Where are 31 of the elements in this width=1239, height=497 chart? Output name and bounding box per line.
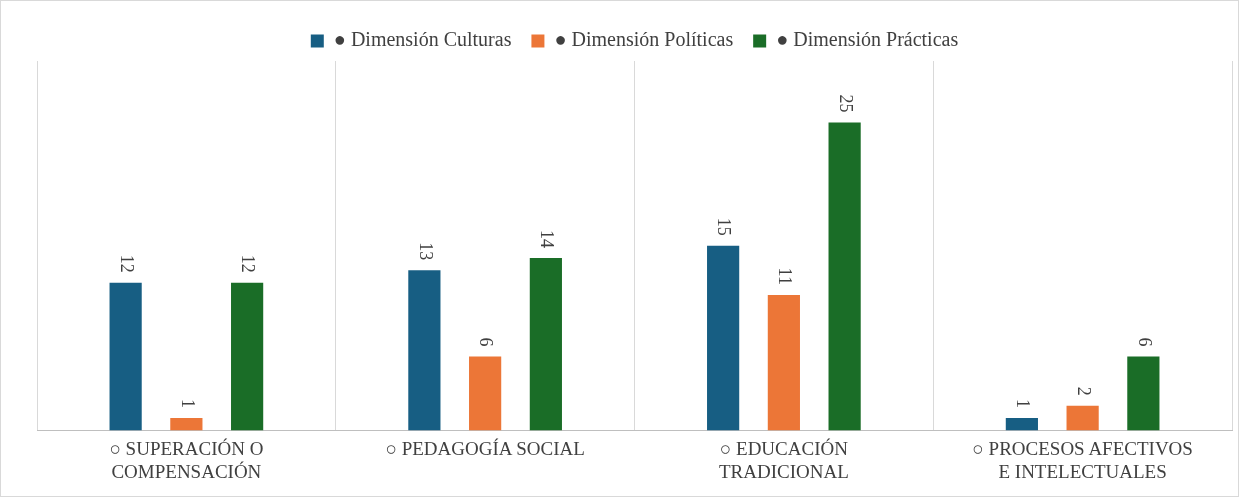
legend-label: ● Dimensión Prácticas [776, 28, 959, 51]
data-label: 2 [1073, 386, 1094, 396]
data-label: 11 [775, 267, 796, 285]
data-label: 14 [537, 230, 558, 249]
bar [529, 258, 562, 431]
bar [109, 282, 142, 431]
data-label: 12 [238, 254, 259, 273]
data-label: 6 [476, 337, 497, 347]
data-label: 6 [1134, 337, 1155, 347]
data-label: 15 [714, 217, 735, 236]
legend-label: ● Dimensión Políticas [554, 28, 734, 51]
data-label: 1 [177, 399, 198, 409]
bar [1005, 418, 1038, 431]
bar [828, 122, 861, 431]
x-tick-label: ○ EDUCACIÓN TRADICIONAL [718, 437, 849, 482]
bar [408, 270, 441, 431]
bar [707, 245, 740, 431]
data-label: 13 [415, 242, 436, 261]
bar [170, 418, 203, 431]
x-tick-label: ○ SUPERACIÓN O COMPENSACIÓN [109, 437, 264, 482]
data-label: 25 [835, 94, 856, 113]
bar [767, 294, 800, 431]
bar [469, 356, 502, 431]
data-label: 1 [1013, 399, 1034, 409]
x-tick-label: ○ PROCESOS AFECTIVOS E INTELECTUALES [972, 437, 1193, 482]
bar [1127, 356, 1160, 431]
data-label: 12 [116, 254, 137, 273]
bar [1066, 405, 1099, 431]
bar [231, 282, 264, 431]
x-tick-label: ○ PEDAGOGÍA SOCIAL [385, 437, 585, 459]
legend-label: ● Dimensión Culturas [333, 28, 512, 51]
